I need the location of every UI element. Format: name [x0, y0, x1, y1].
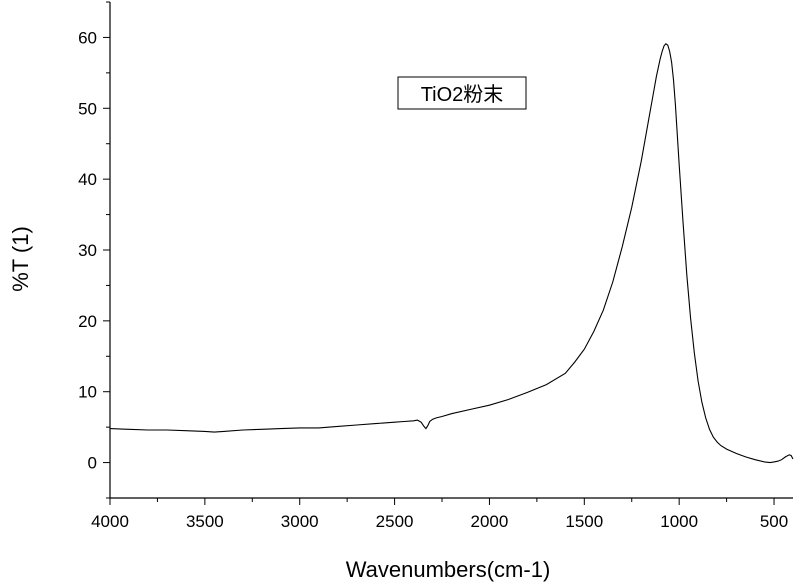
x-tick-label: 3000	[281, 512, 319, 531]
x-tick-label: 2500	[376, 512, 414, 531]
y-tick-label: 10	[78, 383, 97, 402]
x-tick-label: 4000	[91, 512, 129, 531]
y-axis-label: %T (1)	[8, 226, 33, 292]
transmittance-series-line	[109, 43, 794, 464]
y-tick-label: 60	[78, 28, 97, 47]
legend-box-text: TiO2粉末	[421, 83, 504, 106]
y-tick-label: 50	[78, 99, 97, 118]
x-tick-label: 1500	[565, 512, 603, 531]
x-axis-label: Wavenumbers(cm-1)	[346, 557, 551, 582]
y-tick-label: 20	[78, 312, 97, 331]
axes	[109, 2, 793, 499]
y-tick-label: 30	[78, 241, 97, 260]
legend-box-frame	[397, 76, 527, 110]
x-tick-label: 1000	[660, 512, 698, 531]
y-axis-ticks: 0 10 20 30 40 50 60	[78, 1, 110, 499]
x-axis-ticks: 4000 3500 3000 2500 2000 1500 1000 500	[91, 498, 788, 531]
x-tick-label: 3500	[186, 512, 224, 531]
y-tick-label: 40	[78, 170, 97, 189]
y-tick-label: 0	[88, 454, 97, 473]
x-tick-label: 2000	[471, 512, 509, 531]
legend-box: TiO2粉末	[397, 76, 527, 110]
x-tick-label: 500	[760, 512, 788, 531]
